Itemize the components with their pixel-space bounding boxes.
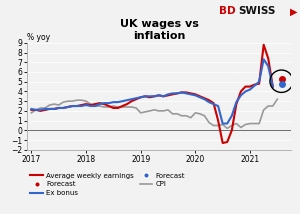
Text: SWISS: SWISS	[238, 6, 276, 16]
Text: ▶: ▶	[290, 6, 297, 16]
Legend: Average weekly earnings, Forecast, Ex bonus, Forecast, CPI: Average weekly earnings, Forecast, Ex bo…	[31, 172, 185, 196]
Title: UK wages vs
inflation: UK wages vs inflation	[120, 19, 198, 41]
Text: % yoy: % yoy	[27, 33, 50, 42]
Text: BD: BD	[219, 6, 236, 16]
